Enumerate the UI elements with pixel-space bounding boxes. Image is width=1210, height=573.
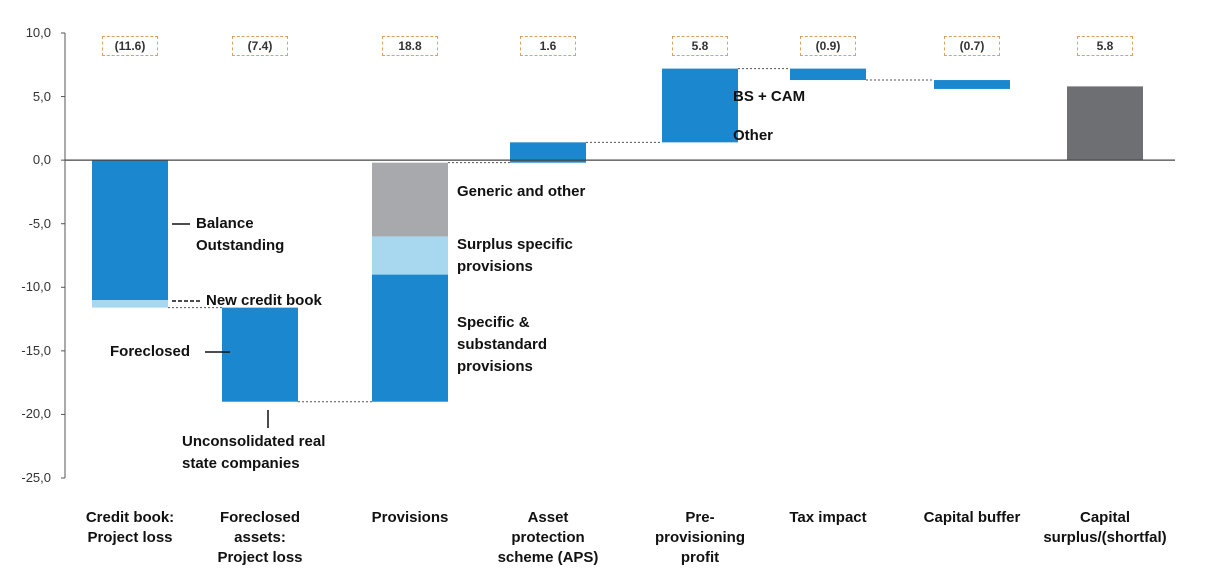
x-tick-label: Provisions — [371, 509, 449, 526]
value-label: (7.4) — [232, 36, 288, 56]
x-tick-label: Foreclosed assets: Project loss — [217, 509, 303, 566]
value-label: (11.6) — [102, 36, 158, 56]
annotation: BS + CAM — [733, 88, 806, 105]
bar — [790, 68, 866, 81]
value-label: 5.8 — [1077, 36, 1133, 56]
y-tick-label: 0,0 — [32, 152, 51, 168]
annotation: Other — [733, 127, 774, 144]
segment-label: Specific & substandard provisions — [457, 314, 548, 375]
value-label: 18.8 — [382, 36, 438, 56]
y-tick-label: -25,0 — [21, 470, 51, 485]
y-tick-label: 10,0 — [25, 25, 51, 40]
y-tick-label: -15,0 — [21, 342, 51, 358]
x-tick-label: Asset protection scheme (APS) — [497, 509, 599, 566]
x-tick-label: Capital surplus/(shortfal) — [1043, 509, 1167, 546]
bar-segment — [372, 236, 448, 275]
bar-segment — [92, 300, 168, 308]
bar — [1067, 86, 1143, 161]
y-tick-label: 5,0 — [32, 88, 51, 104]
y-tick-label: -10,0 — [21, 279, 51, 295]
annotation: Unconsolidated real state companies — [182, 433, 326, 472]
y-tick-label: -20,0 — [21, 406, 51, 422]
bar — [662, 68, 738, 143]
bar — [222, 307, 298, 402]
y-tick-label: -5,0 — [28, 215, 51, 231]
bar-segment — [372, 274, 448, 402]
bar — [934, 80, 1010, 89]
segment-label: New credit book — [206, 292, 322, 309]
segment-label: Generic and other — [457, 183, 586, 200]
value-label: 5.8 — [672, 36, 728, 56]
value-label: (0.9) — [800, 36, 856, 56]
x-tick-label: Credit book: Project loss — [85, 509, 175, 546]
value-label: 1.6 — [520, 36, 576, 56]
annotation: Foreclosed — [110, 343, 191, 360]
segment-label: Balance Outstanding — [196, 215, 285, 254]
x-tick-label: Tax impact — [789, 509, 867, 526]
bar — [510, 142, 586, 163]
bar-segment — [372, 162, 448, 237]
bar-segment — [92, 160, 168, 300]
value-label: (0.7) — [944, 36, 1000, 56]
x-tick-label: Pre- provisioning profit — [655, 509, 745, 566]
segment-label: Surplus specific provisions — [457, 236, 573, 275]
x-tick-label: Capital buffer — [923, 509, 1021, 526]
